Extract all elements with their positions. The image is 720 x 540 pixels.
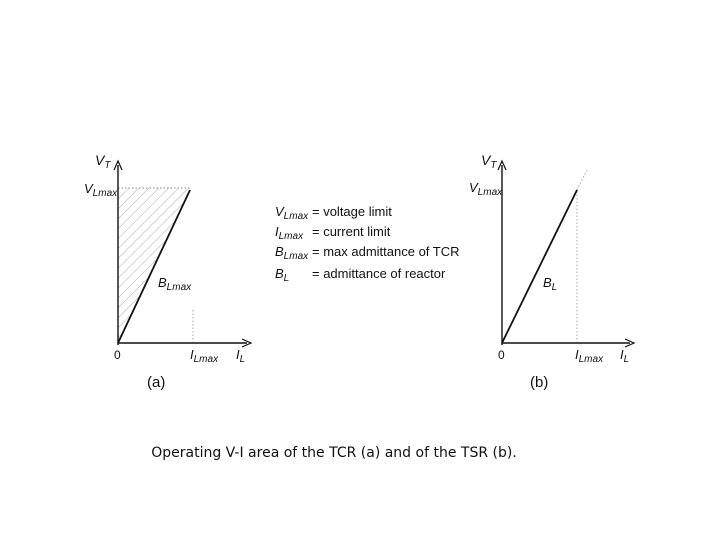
line-extension-dotted — [576, 169, 588, 191]
origin-label: 0 — [114, 348, 121, 362]
imax-label: ILmax — [190, 347, 219, 365]
legend-item: ILmax = current limit — [275, 224, 391, 242]
vmax-label: VLmax — [469, 180, 503, 198]
origin-label: 0 — [498, 348, 505, 362]
panel-a: VT VLmax 0 ILmax IL BLmax (a) — [84, 152, 253, 391]
imax-label: ILmax — [575, 347, 604, 365]
axis-x-label: IL — [620, 347, 629, 365]
panel-a-caption: (a) — [147, 374, 165, 391]
panel-b-caption: (b) — [530, 374, 548, 391]
axis-y-label: VT — [95, 152, 111, 171]
x-axis-arrow — [624, 338, 636, 348]
figure-caption: Operating V-I area of the TCR (a) and of… — [151, 445, 517, 461]
blmax-line — [117, 189, 191, 344]
panel-b: VT VLmax 0 ILmax IL BL (b) — [469, 152, 636, 391]
axis-y-label: VT — [481, 152, 497, 171]
legend-item: BLmax = max admittance of TCR — [275, 244, 460, 262]
line-label: BL — [543, 275, 557, 293]
legend-item: BL = admittance of reactor — [275, 266, 446, 284]
y-axis-arrow — [497, 159, 507, 171]
y-axis-arrow — [113, 159, 123, 171]
vmax-label: VLmax — [84, 181, 118, 199]
legend-item: VLmax = voltage limit — [275, 204, 392, 222]
bl-line — [501, 189, 578, 344]
x-axis-arrow — [241, 338, 253, 348]
axis-x-label: IL — [236, 347, 245, 365]
line-label: BLmax — [158, 275, 192, 293]
legend: VLmax = voltage limit ILmax = current limi… — [275, 204, 460, 284]
